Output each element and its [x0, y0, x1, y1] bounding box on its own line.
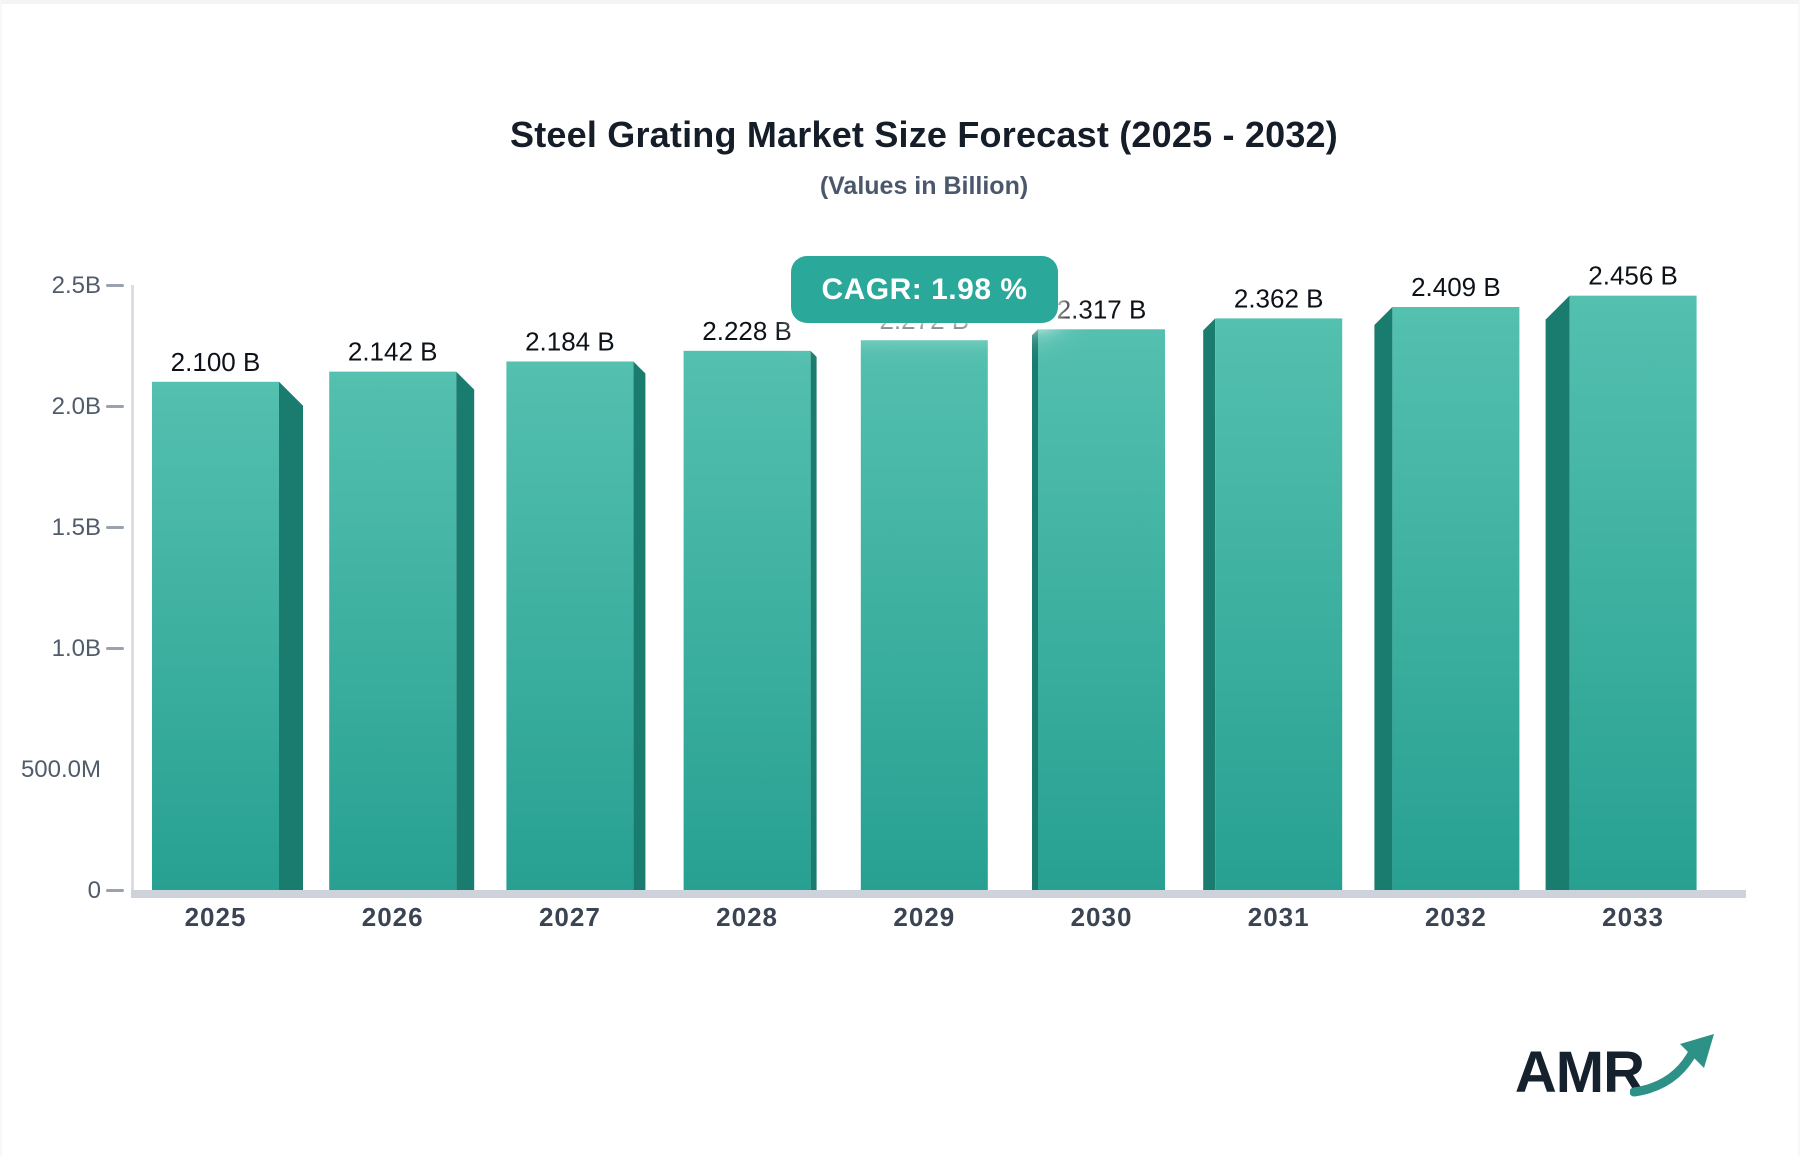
bar-value-label: 2.142 B [348, 337, 438, 367]
y-tick-dash [106, 284, 124, 287]
x-axis-label: 2030 [1071, 902, 1133, 932]
x-axis-label: 2025 [185, 902, 247, 932]
chart-header: Steel Grating Market Size Forecast (2025… [46, 114, 1798, 201]
bar-2029[interactable] [860, 340, 988, 890]
bar-value-label: 2.228 B [702, 316, 792, 346]
y-tick-label: 2.5B [52, 272, 101, 299]
bar-side-3d [1032, 329, 1038, 890]
bar-value-label: 2.100 B [171, 347, 261, 377]
y-tick-label: 1.0B [52, 635, 101, 662]
bar-side-3d [633, 361, 646, 890]
bar-side-3d [810, 350, 817, 891]
bar-2027[interactable] [506, 361, 634, 890]
y-tick-label: 500.0M [21, 756, 101, 783]
amr-logo-text: AMR [1514, 1040, 1645, 1105]
bar-value-label: 2.317 B [1057, 294, 1147, 324]
y-tick-label: 0 [88, 877, 101, 904]
y-tick-dash [106, 647, 124, 650]
bar-chart-canvas: 2.5B 2.0B 1.5B 1.0B 500.0M 0 2.100 B 2025 2.142 … [21, 259, 1746, 932]
page-subtitle: (Values in Billion) [819, 172, 1029, 200]
bar-2031[interactable] [1215, 318, 1343, 890]
bar-side-3d [279, 381, 303, 890]
bar-value-label: 2.409 B [1411, 272, 1501, 302]
x-axis-label: 2029 [893, 902, 955, 932]
bar-side-3d [1374, 307, 1393, 891]
cagr-badge: CAGR: 1.98 % [791, 256, 1058, 323]
x-axis-label: 2026 [362, 902, 424, 932]
bar-side-3d [456, 371, 475, 890]
bar-2033[interactable] [1569, 295, 1697, 890]
x-axis-label: 2033 [1602, 902, 1664, 932]
page-title: Steel Grating Market Size Forecast (2025… [510, 114, 1338, 155]
bar-2030[interactable] [1038, 329, 1165, 890]
bar-value-label: 2.184 B [525, 326, 615, 356]
x-axis-label: 2028 [716, 902, 778, 932]
growth-arrow-icon [1630, 1034, 1714, 1097]
bar-2026[interactable] [329, 371, 457, 890]
amr-logo: AMR [1515, 1032, 1716, 1102]
bar-2025[interactable] [152, 381, 279, 890]
y-tick-label: 2.0B [52, 393, 101, 420]
bar-side-3d [1203, 318, 1216, 890]
bar-value-label: 2.456 B [1588, 261, 1678, 291]
x-axis-label: 2031 [1248, 902, 1310, 932]
bar-side-3d [1545, 295, 1570, 890]
x-axis-label: 2032 [1425, 902, 1487, 932]
y-tick-dash [106, 526, 124, 529]
bar-value-label: 2.362 B [1234, 283, 1324, 313]
x-axis-baseline [131, 890, 1746, 898]
y-tick-dash [106, 889, 124, 892]
x-axis-label: 2027 [539, 902, 601, 932]
y-axis-line [131, 285, 134, 890]
bar-2028[interactable] [683, 350, 811, 891]
bar-2032[interactable] [1392, 307, 1520, 891]
y-tick-dash [106, 405, 124, 408]
y-tick-label: 1.5B [52, 514, 101, 541]
cagr-badge-label: CAGR: 1.98 % [821, 272, 1028, 306]
